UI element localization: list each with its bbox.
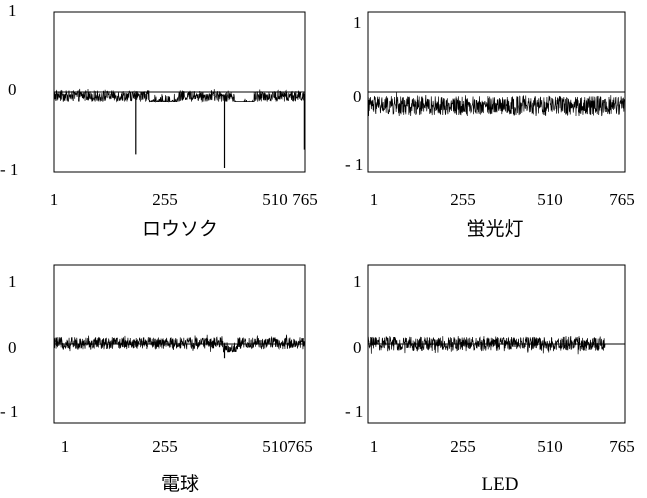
y-tick-label: - 1 bbox=[345, 155, 363, 174]
panel-caption: ロウソク bbox=[142, 218, 218, 240]
chart-panel-1: 1 0 - 1 1 255 510 765 ロウソク bbox=[0, 1, 318, 240]
y-tick-label: 1 bbox=[353, 13, 362, 32]
chart-panel-4: 1 0 - 1 1 255 510 765 LED bbox=[345, 264, 635, 495]
x-tick-label: 765 bbox=[609, 190, 635, 209]
x-tick-label: 765 bbox=[292, 190, 318, 209]
signal-line bbox=[53, 334, 306, 353]
x-tick-label: 765 bbox=[609, 437, 635, 456]
y-tick-label: 1 bbox=[353, 272, 362, 291]
y-tick-label: 0 bbox=[353, 87, 362, 106]
y-tick-label: 1 bbox=[8, 1, 17, 20]
x-tick-label: 1 bbox=[50, 190, 59, 209]
panel-caption: LED bbox=[482, 474, 519, 495]
y-tick-label: - 1 bbox=[0, 402, 18, 421]
signal-line bbox=[367, 92, 626, 117]
y-tick-label: - 1 bbox=[345, 402, 363, 421]
y-tick-label: 0 bbox=[8, 338, 17, 357]
y-tick-label: - 1 bbox=[0, 160, 18, 179]
x-tick-label: 765 bbox=[287, 437, 313, 456]
y-tick-label: 0 bbox=[353, 338, 362, 357]
x-tick-label: 1 bbox=[370, 437, 379, 456]
y-tick-label: 1 bbox=[8, 272, 17, 291]
x-tick-label: 510 bbox=[537, 190, 563, 209]
y-tick-label: 0 bbox=[8, 80, 17, 99]
x-tick-label: 510 bbox=[262, 190, 288, 209]
panel-caption: 電球 bbox=[161, 473, 199, 495]
chart-panel-3: 1 0 - 1 1 255 510 765 電球 bbox=[0, 264, 313, 495]
x-tick-label: 1 bbox=[61, 437, 70, 456]
x-tick-label: 255 bbox=[450, 437, 476, 456]
chart-panel-2: 1 0 - 1 1 255 510 765 蛍光灯 bbox=[345, 11, 635, 240]
x-tick-label: 510 bbox=[537, 437, 563, 456]
x-tick-label: 510 bbox=[262, 437, 288, 456]
x-tick-label: 255 bbox=[152, 190, 178, 209]
x-tick-label: 255 bbox=[450, 190, 476, 209]
x-tick-label: 1 bbox=[370, 190, 379, 209]
signal-line bbox=[53, 88, 306, 103]
signal-line bbox=[367, 336, 625, 355]
panel-caption: 蛍光灯 bbox=[466, 218, 523, 240]
x-tick-label: 255 bbox=[152, 437, 178, 456]
